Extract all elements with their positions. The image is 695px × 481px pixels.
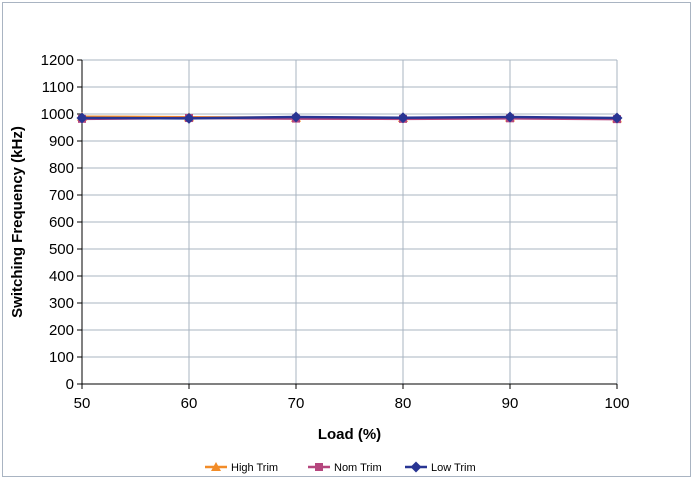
x-tick-label: 70: [288, 395, 305, 412]
legend-label: High Trim: [231, 462, 278, 474]
data-point: [504, 111, 516, 123]
data-point: [76, 112, 88, 124]
y-tick-label: 0: [66, 376, 74, 393]
y-axis-label: Switching Frequency (kHz): [9, 126, 26, 318]
y-tick-label: 1200: [41, 52, 74, 69]
legend-item: Low Trim: [405, 461, 476, 474]
y-tick-label: 1000: [41, 106, 74, 123]
x-tick-label: 60: [181, 395, 198, 412]
y-tick-label: 100: [49, 349, 74, 366]
y-tick-labels: 0 100 200 300 400 500 600 700 800 900 1000 1100 1200: [41, 52, 74, 393]
x-tick-labels: 50 60 70 80 90 100: [74, 395, 630, 412]
x-tick-label: 90: [502, 395, 519, 412]
data-point: [290, 111, 302, 123]
legend-label: Low Trim: [431, 462, 476, 474]
y-tick-label: 400: [49, 268, 74, 285]
x-tick-label: 50: [74, 395, 91, 412]
legend-marker: [315, 463, 323, 471]
series-line: [81, 115, 618, 120]
grid-lines: [81, 59, 618, 385]
x-tick-label: 100: [604, 395, 629, 412]
legend-label: Nom Trim: [334, 462, 382, 474]
legend-marker: [211, 462, 221, 471]
legend-item: High Trim: [205, 462, 278, 474]
series-low-trim: [76, 111, 623, 124]
y-tick-label: 600: [49, 214, 74, 231]
x-tick-label: 80: [395, 395, 412, 412]
y-tick-label: 500: [49, 241, 74, 258]
y-tick-label: 800: [49, 160, 74, 177]
series-group: [76, 111, 623, 124]
y-tick-label: 900: [49, 133, 74, 150]
y-tick-label: 700: [49, 187, 74, 204]
data-point: [611, 112, 623, 124]
y-tick-label: 1100: [42, 79, 74, 96]
legend: High Trim Nom Trim Low Trim: [205, 461, 476, 474]
x-axis-label: Load (%): [318, 426, 381, 443]
data-point: [183, 112, 195, 124]
axes: [77, 59, 618, 389]
legend-item: Nom Trim: [308, 462, 382, 474]
chart-frame: [2, 2, 691, 477]
y-tick-label: 200: [49, 322, 74, 339]
legend-marker: [410, 461, 422, 473]
data-point: [397, 112, 409, 124]
y-tick-label: 300: [49, 295, 74, 312]
